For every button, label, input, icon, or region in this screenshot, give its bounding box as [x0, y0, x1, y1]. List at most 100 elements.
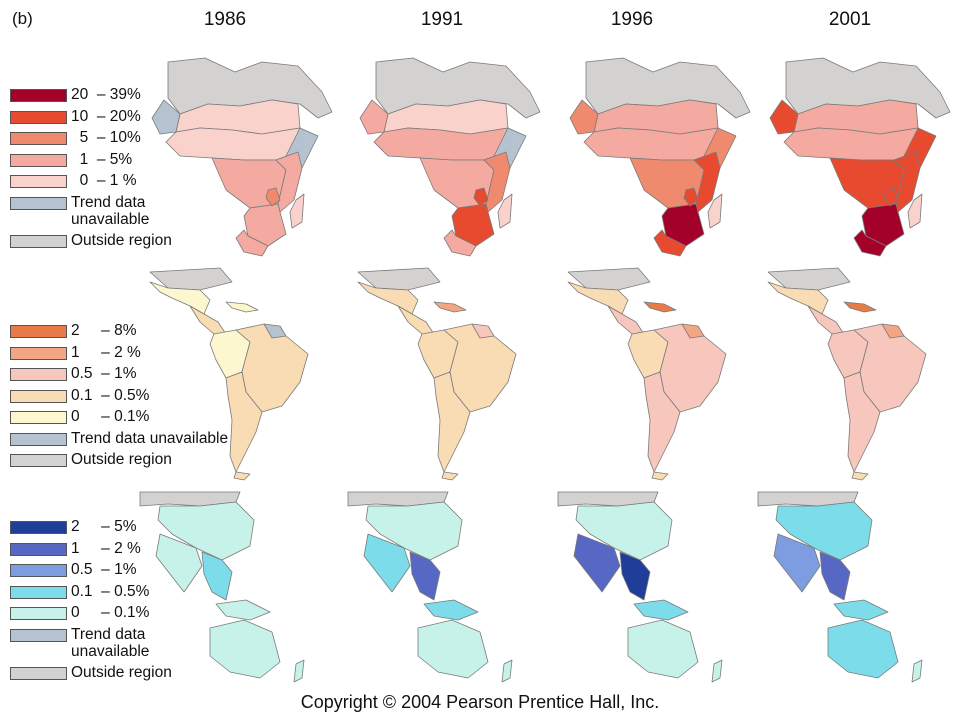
latin-america-carib	[225, 301, 259, 313]
asia-pacific-nz	[711, 659, 723, 683]
asia-pacific-nz	[501, 659, 513, 683]
africa-east	[275, 151, 303, 213]
asia-pacific-china	[157, 501, 255, 561]
legend-swatch	[10, 542, 67, 556]
legend-swatch	[10, 234, 67, 248]
latin-america-usa	[357, 267, 441, 291]
africa-west	[359, 99, 389, 135]
africa-spot	[265, 187, 281, 207]
legend-label: Outside region	[71, 451, 172, 468]
africa-madag	[707, 193, 723, 229]
legend-swatch	[10, 325, 67, 338]
legend-label: 5 – 10%	[71, 129, 141, 146]
legend-item: Trend data unavailable	[10, 430, 228, 452]
asia-pacific-islands	[833, 599, 889, 621]
latin-america-usa	[149, 267, 233, 291]
latin-america-carib	[843, 301, 877, 313]
asia-pacific-india	[573, 533, 621, 593]
legend-label: 0.5 – 1%	[71, 561, 137, 578]
legend-swatch	[10, 564, 67, 577]
africa-map-1986	[151, 57, 333, 257]
legend-swatch	[10, 175, 67, 188]
asia-pacific-map-1996	[557, 491, 723, 683]
legend-label: 2 – 8%	[71, 322, 137, 339]
latin-america-guianas	[263, 323, 287, 339]
legend-label: 0.1 – 0.5%	[71, 386, 150, 404]
copyright-notice: Copyright © 2004 Pearson Prentice Hall, …	[300, 692, 660, 712]
africa-tip	[235, 229, 269, 257]
legend-swatch	[10, 585, 67, 599]
africa-east	[693, 151, 721, 213]
legend-swatch	[10, 132, 67, 145]
africa-west	[569, 99, 599, 135]
legend-item: Outside region	[10, 451, 228, 473]
legend-item: 0.5 – 1%	[10, 365, 228, 387]
africa-madag	[289, 193, 305, 229]
legend-label: 0.1 – 0.5%	[71, 582, 150, 600]
legend-swatch	[10, 411, 67, 424]
asia-pacific-india	[155, 533, 203, 593]
africa-south	[243, 203, 287, 247]
asia-pacific-islands	[423, 599, 479, 621]
latin-america-carib	[643, 301, 677, 313]
legend-label: Trend data unavailable	[71, 625, 150, 660]
legend-item: 2 – 8%	[10, 322, 228, 344]
legend-swatch	[10, 666, 67, 680]
africa-south	[861, 203, 905, 247]
legend-item: 1 – 5%	[10, 151, 201, 173]
asia-pacific-china	[365, 501, 463, 561]
legend-label: 0 – 0.1%	[71, 604, 150, 621]
legend-item: 5 – 10%	[10, 129, 201, 151]
legend-item: 20 – 39%	[10, 86, 201, 108]
africa-spot	[473, 187, 489, 207]
legend-label: 0.5 – 1%	[71, 365, 137, 382]
latin-america-map-1991	[357, 267, 517, 481]
latin-america-south	[225, 371, 263, 473]
asia-pacific-mainland	[201, 551, 233, 601]
latin-america-south	[843, 371, 881, 473]
africa-south	[661, 203, 705, 247]
asia-pacific-mainland	[819, 551, 851, 601]
africa-sahel	[783, 127, 919, 161]
latin-america-usa	[767, 267, 851, 291]
africa-west	[151, 99, 181, 135]
africa-spot	[683, 187, 699, 207]
asia-pacific-australia	[417, 619, 489, 679]
legend-item: Outside region	[10, 664, 201, 686]
asia-pacific-china	[775, 501, 873, 561]
latin-america-tierra	[651, 471, 669, 481]
asia-pacific-india	[773, 533, 821, 593]
legend-label: 1 – 2 %	[71, 539, 141, 557]
latin-america-tierra	[851, 471, 869, 481]
legend-latin-america: 2 – 8% 1 – 2 % 0.5 – 1% 0.1 – 0.5% 0 – 0…	[10, 322, 228, 473]
africa-map-1996	[569, 57, 751, 257]
africa-madag	[907, 193, 923, 229]
asia-pacific-australia	[209, 619, 281, 679]
latin-america-central	[397, 305, 435, 335]
africa-map-2001	[769, 57, 951, 257]
legend-label: 20 – 39%	[71, 86, 141, 103]
asia-pacific-china	[575, 501, 673, 561]
latin-america-map-1996	[567, 267, 727, 481]
asia-pacific-islands	[215, 599, 271, 621]
asia-pacific-australia	[827, 619, 899, 679]
africa-spot	[883, 187, 899, 207]
africa-madag	[497, 193, 513, 229]
africa-sahel	[373, 127, 509, 161]
legend-item: Trend data unavailable	[10, 194, 201, 232]
asia-pacific-map-1986	[139, 491, 305, 683]
latin-america-carib	[433, 301, 467, 313]
latin-america-guianas	[881, 323, 905, 339]
legend-item: 0 – 1 %	[10, 172, 201, 194]
legend-label: 2 – 5%	[71, 518, 137, 535]
legend-swatch	[10, 89, 67, 102]
legend-item: 10 – 20%	[10, 108, 201, 130]
asia-pacific-australia	[627, 619, 699, 679]
asia-pacific-islands	[633, 599, 689, 621]
legend-swatch	[10, 346, 67, 360]
panel-label: (b)	[12, 9, 33, 28]
latin-america-guianas	[681, 323, 705, 339]
legend-swatch	[10, 432, 67, 446]
legend-label: 0 – 1 %	[71, 172, 137, 189]
